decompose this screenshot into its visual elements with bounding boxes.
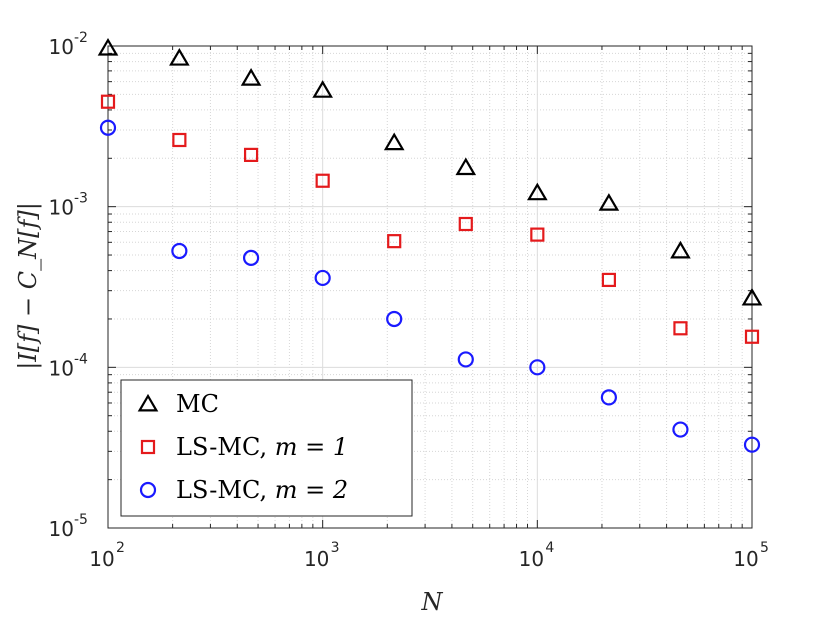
y-axis-label: |I[f] − C_N[f]| xyxy=(14,202,43,370)
square-marker xyxy=(673,321,688,336)
plot-frame xyxy=(107,45,753,529)
square-marker xyxy=(315,173,330,188)
legend: MC LS-MC, m = 1 LS-MC, m = 2 xyxy=(120,379,413,517)
circle-marker xyxy=(529,359,546,376)
x-tick-labels: 10 2 10 3 10 4 10 5 xyxy=(89,540,769,571)
x-tick-exponent: 5 xyxy=(760,540,769,556)
legend-entry-label: LS-MC, m = 2 xyxy=(176,476,348,504)
square-marker xyxy=(530,227,545,242)
circle-marker xyxy=(386,310,403,328)
circle-marker xyxy=(457,351,474,368)
triangle-marker xyxy=(670,240,691,259)
y-tick-label: 10 xyxy=(49,35,74,59)
square-marker xyxy=(601,272,616,288)
circle-marker xyxy=(672,421,689,438)
y-tick-label: 10 xyxy=(49,356,74,380)
y-tick-labels: 10-510-410-310-2 xyxy=(49,30,89,541)
x-tick-label: 10 xyxy=(304,547,329,571)
triangle-marker xyxy=(527,182,548,201)
circle-marker xyxy=(743,436,761,453)
x-tick-exponent: 2 xyxy=(116,540,125,556)
square-marker xyxy=(172,132,187,148)
y-tick-exponent: -4 xyxy=(74,351,88,367)
legend-entry-math: m = 2 xyxy=(275,476,348,504)
legend-square-marker xyxy=(140,439,156,455)
square-marker xyxy=(458,216,473,232)
triangle-marker xyxy=(312,80,333,98)
y-tick-exponent: -2 xyxy=(74,30,88,46)
x-tick-exponent: 3 xyxy=(331,540,340,556)
legend-entries: MC LS-MC, m = 1 LS-MC, m = 2 xyxy=(137,390,348,504)
circle-marker xyxy=(242,249,260,266)
x-tick-label: 10 xyxy=(519,547,544,571)
y-tick-exponent: -3 xyxy=(74,191,88,207)
x-axis-label: N xyxy=(421,588,444,616)
triangle-marker xyxy=(383,132,405,151)
triangle-marker xyxy=(97,37,119,56)
x-tick-exponent: 4 xyxy=(545,540,554,556)
triangle-marker xyxy=(598,193,620,211)
circle-marker xyxy=(314,269,331,287)
y-tick-label: 10 xyxy=(49,517,74,541)
triangle-marker xyxy=(240,68,262,86)
y-tick-label: 10 xyxy=(49,196,74,220)
y-tick-exponent: -5 xyxy=(74,512,88,528)
data-markers xyxy=(97,37,763,453)
legend-entry-label: LS-MC, m = 1 xyxy=(176,433,348,461)
square-marker xyxy=(387,234,402,249)
axis-ticks xyxy=(107,45,753,529)
square-marker xyxy=(243,147,259,162)
x-tick-label: 10 xyxy=(89,547,114,571)
legend-entry-label: MC xyxy=(176,390,219,418)
square-marker xyxy=(744,329,760,344)
circle-marker xyxy=(600,389,617,406)
square-marker xyxy=(100,94,116,109)
legend-circle-marker xyxy=(139,481,157,499)
x-tick-label: 10 xyxy=(733,547,758,571)
circle-marker xyxy=(171,242,188,260)
triangle-marker xyxy=(169,47,190,66)
legend-box xyxy=(120,379,413,517)
circle-marker xyxy=(99,119,117,136)
legend-entry-math: m = 1 xyxy=(275,433,348,461)
legend-triangle-marker xyxy=(137,393,159,412)
triangle-marker xyxy=(455,157,477,176)
triangle-marker xyxy=(741,287,763,306)
